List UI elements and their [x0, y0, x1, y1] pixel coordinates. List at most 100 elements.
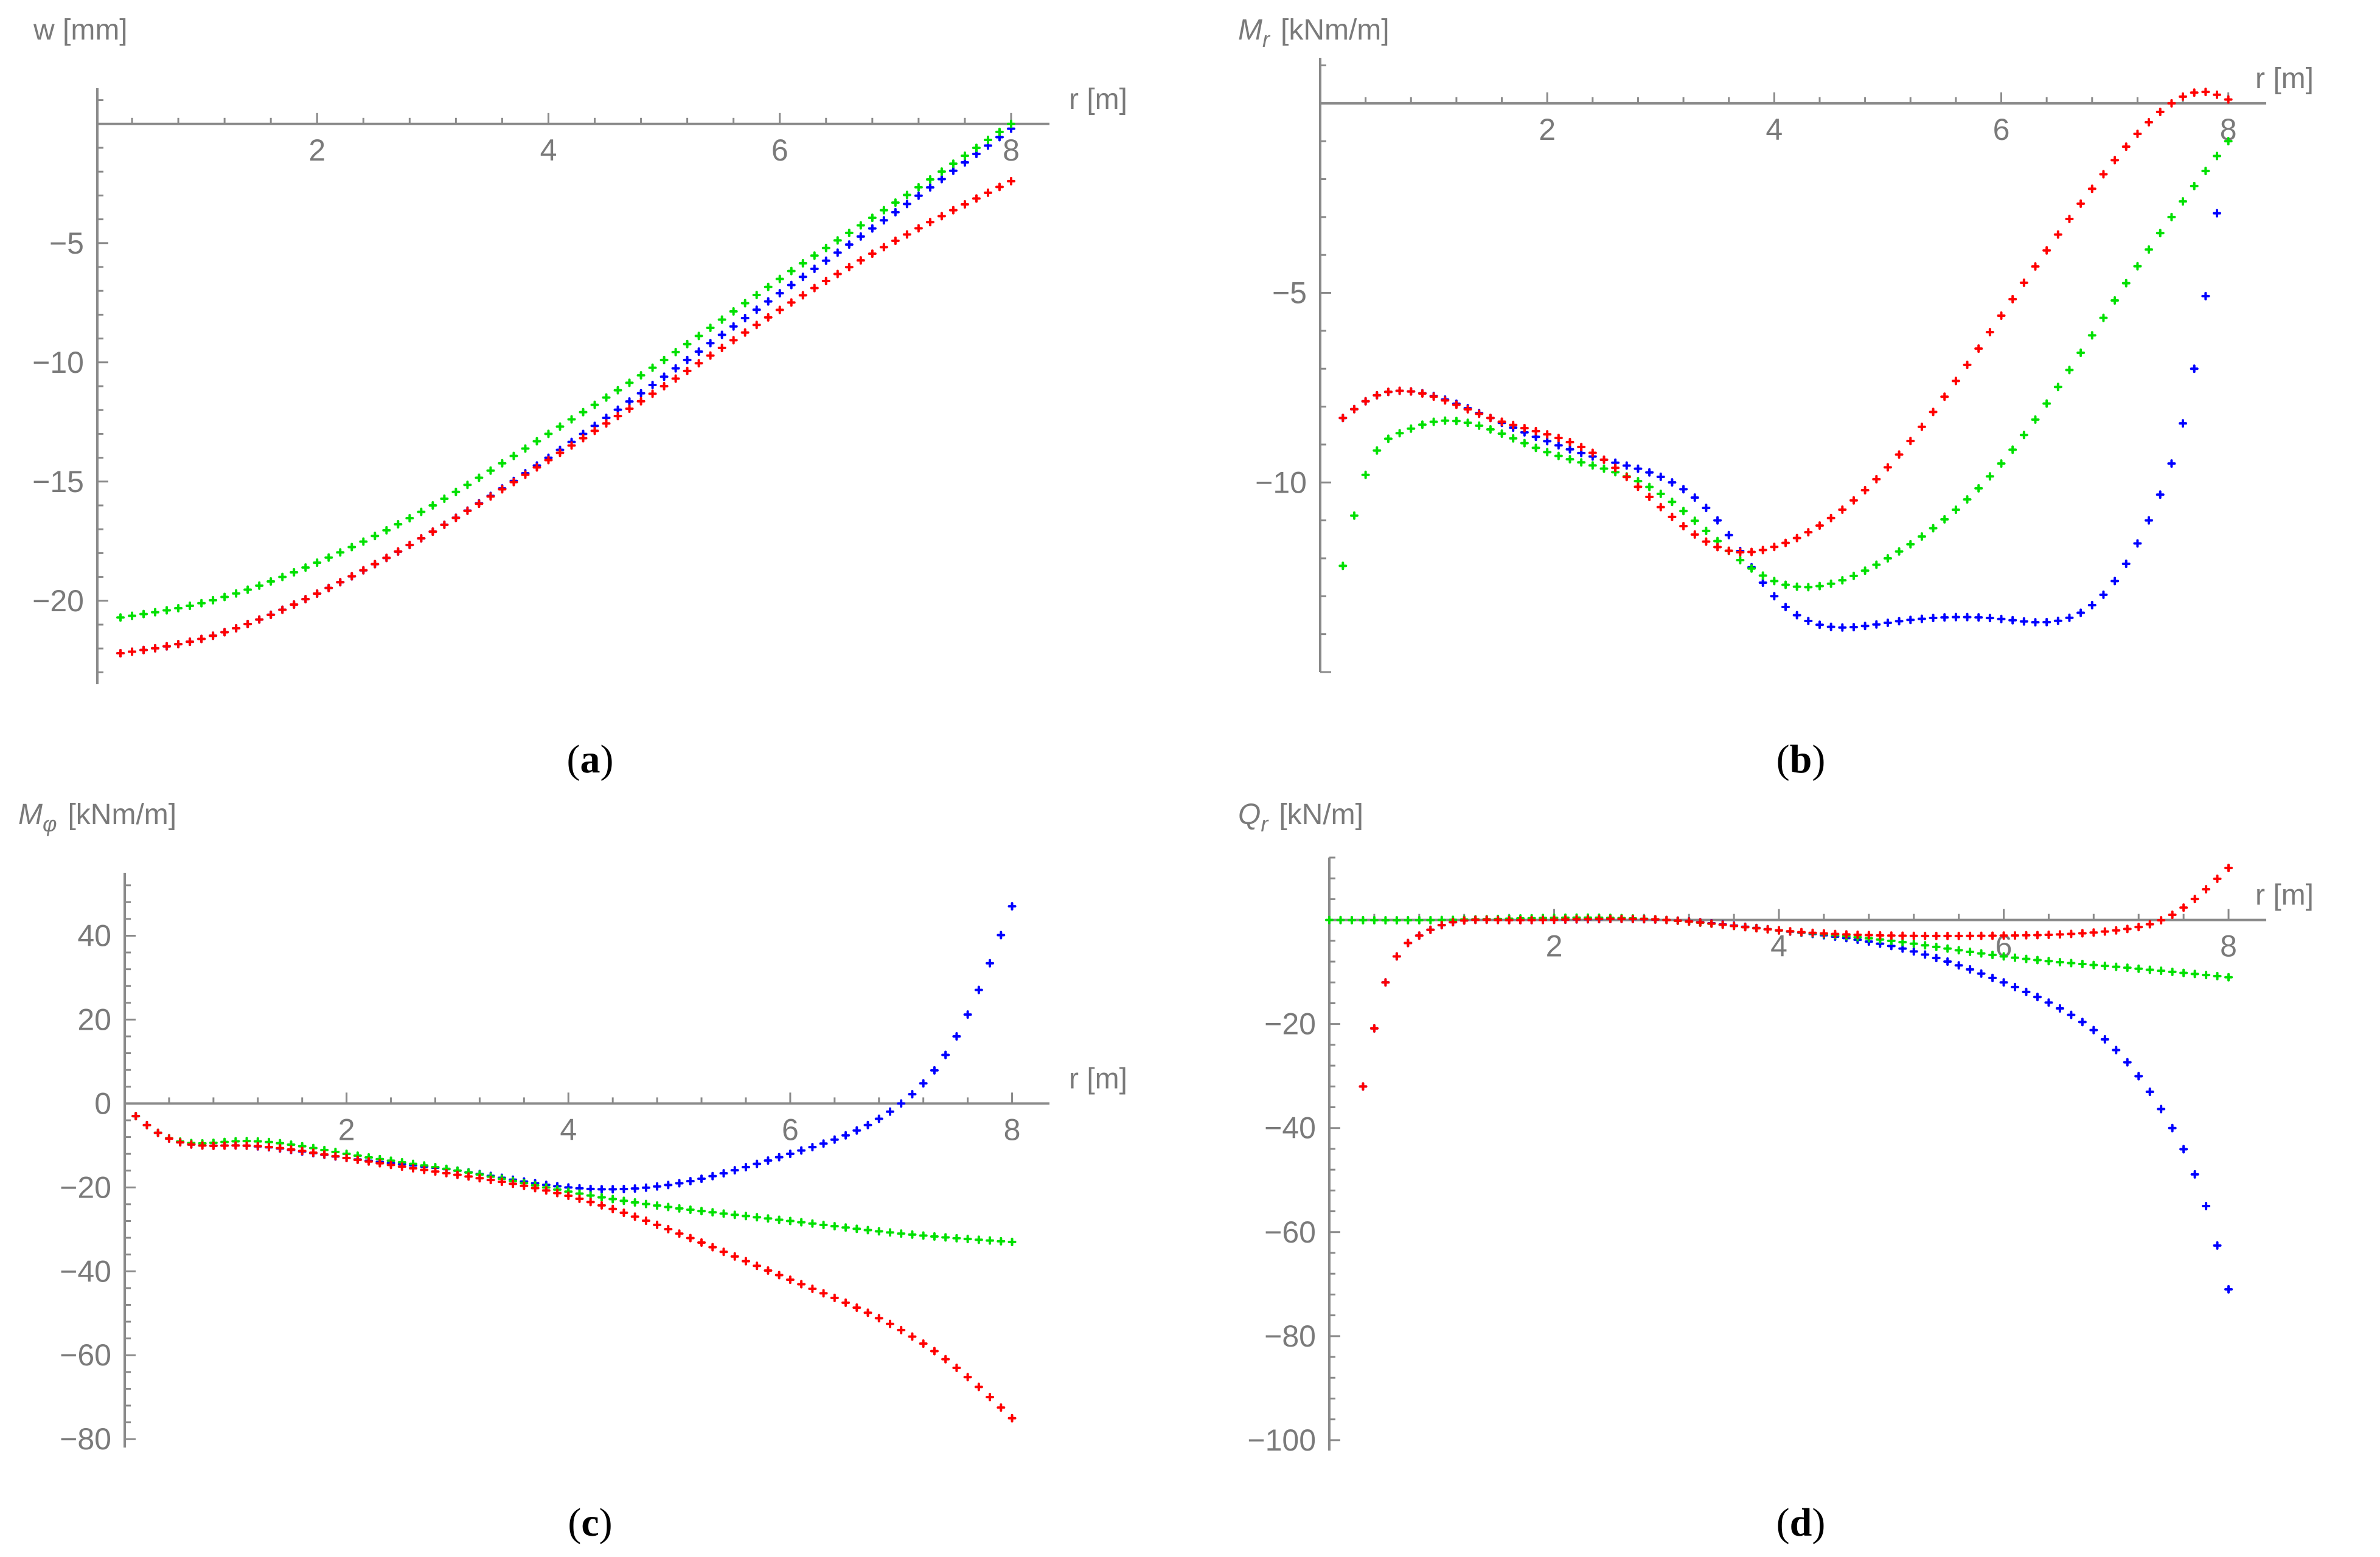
data-point	[856, 232, 865, 241]
data-point	[1906, 616, 1915, 625]
data-point	[371, 532, 380, 541]
data-point	[764, 1266, 773, 1275]
data-point	[1781, 538, 1790, 547]
data-point	[2213, 874, 2222, 883]
data-point	[1804, 616, 1813, 625]
data-point	[2019, 617, 2028, 626]
data-point	[353, 1155, 362, 1164]
data-point	[590, 400, 599, 409]
data-point	[775, 274, 784, 283]
data-point	[941, 1050, 950, 1059]
data-point	[764, 1156, 773, 1165]
data-point	[174, 603, 183, 612]
data-point	[925, 183, 934, 192]
data-point	[2224, 864, 2233, 873]
data-point	[1628, 914, 1637, 923]
data-point	[186, 637, 195, 647]
data-point	[1883, 618, 1892, 627]
data-point	[1940, 515, 1949, 524]
data-point	[1713, 516, 1722, 525]
data-point	[1797, 928, 1806, 937]
data-point	[648, 380, 657, 389]
data-point	[209, 631, 218, 640]
data-point	[497, 1177, 506, 1187]
y-tick-label: −80	[60, 1422, 111, 1456]
y-axis-title: Mr [kNm/m]	[1238, 14, 1390, 52]
data-point	[2145, 516, 2154, 525]
data-point	[2065, 613, 2074, 622]
data-point	[2053, 230, 2062, 239]
data-point	[2087, 601, 2096, 610]
x-tick-label: 8	[1004, 1112, 1021, 1146]
data-point	[683, 366, 692, 375]
data-point	[963, 1235, 972, 1244]
x-tick-label: 2	[1539, 113, 1556, 147]
data-point	[844, 240, 854, 249]
data-point	[708, 1208, 717, 1217]
data-point	[2011, 953, 2020, 962]
data-point	[541, 1186, 551, 1195]
data-point	[2134, 964, 2143, 973]
data-point	[1373, 390, 1382, 400]
data-point	[1554, 451, 1563, 460]
data-point	[937, 167, 946, 176]
data-point	[1887, 931, 1896, 940]
data-point	[1932, 954, 1941, 963]
data-point	[555, 422, 565, 431]
data-point	[885, 1319, 894, 1328]
data-point	[1808, 928, 1817, 937]
data-point	[1775, 926, 1784, 935]
series-red	[116, 176, 1015, 658]
data-point	[619, 1196, 628, 1205]
data-point	[1449, 918, 1458, 927]
data-point	[2157, 916, 2166, 925]
data-point	[648, 389, 657, 398]
data-point	[2213, 209, 2222, 218]
data-point	[2190, 181, 2199, 190]
data-point	[630, 1212, 639, 1221]
data-point	[1550, 915, 1559, 924]
data-point	[630, 1198, 639, 1207]
data-point	[1741, 923, 1750, 932]
data-point	[697, 1238, 706, 1247]
data-point	[2168, 967, 2177, 976]
data-point	[1988, 973, 1997, 982]
data-point	[2157, 1104, 2166, 1114]
data-point	[1414, 915, 1424, 924]
data-point	[2022, 954, 2031, 963]
data-point	[1826, 622, 1835, 631]
data-point	[266, 610, 276, 619]
y-axis-title: Qr [kN/m]	[1238, 799, 1363, 836]
data-point	[2100, 927, 2109, 936]
data-point	[1838, 505, 1847, 514]
data-point	[879, 206, 888, 215]
data-point	[1997, 459, 2006, 468]
data-point	[2033, 931, 2042, 940]
data-point	[2213, 90, 2222, 99]
data-point	[1895, 450, 1904, 459]
data-point	[1383, 434, 1393, 443]
data-point	[1763, 925, 1772, 934]
data-point	[1747, 564, 1756, 573]
data-point	[1656, 489, 1665, 498]
data-point	[997, 931, 1006, 940]
series-blue	[1338, 209, 2222, 632]
data-point	[741, 1162, 750, 1171]
data-point	[948, 206, 958, 215]
data-point	[464, 1172, 473, 1181]
data-point	[509, 451, 518, 460]
data-point	[567, 441, 576, 450]
data-point	[833, 248, 842, 257]
x-tick-label: 4	[1766, 113, 1783, 147]
data-point	[2145, 965, 2154, 974]
data-point	[2224, 95, 2233, 104]
data-point	[1883, 463, 1892, 472]
data-point	[1395, 386, 1404, 395]
data-point	[986, 1236, 995, 1245]
data-point	[1463, 418, 1472, 428]
data-point	[116, 613, 125, 622]
data-point	[1565, 455, 1574, 464]
data-point	[694, 331, 703, 341]
x-tick-label: 6	[782, 1112, 799, 1146]
data-point	[1452, 400, 1461, 409]
